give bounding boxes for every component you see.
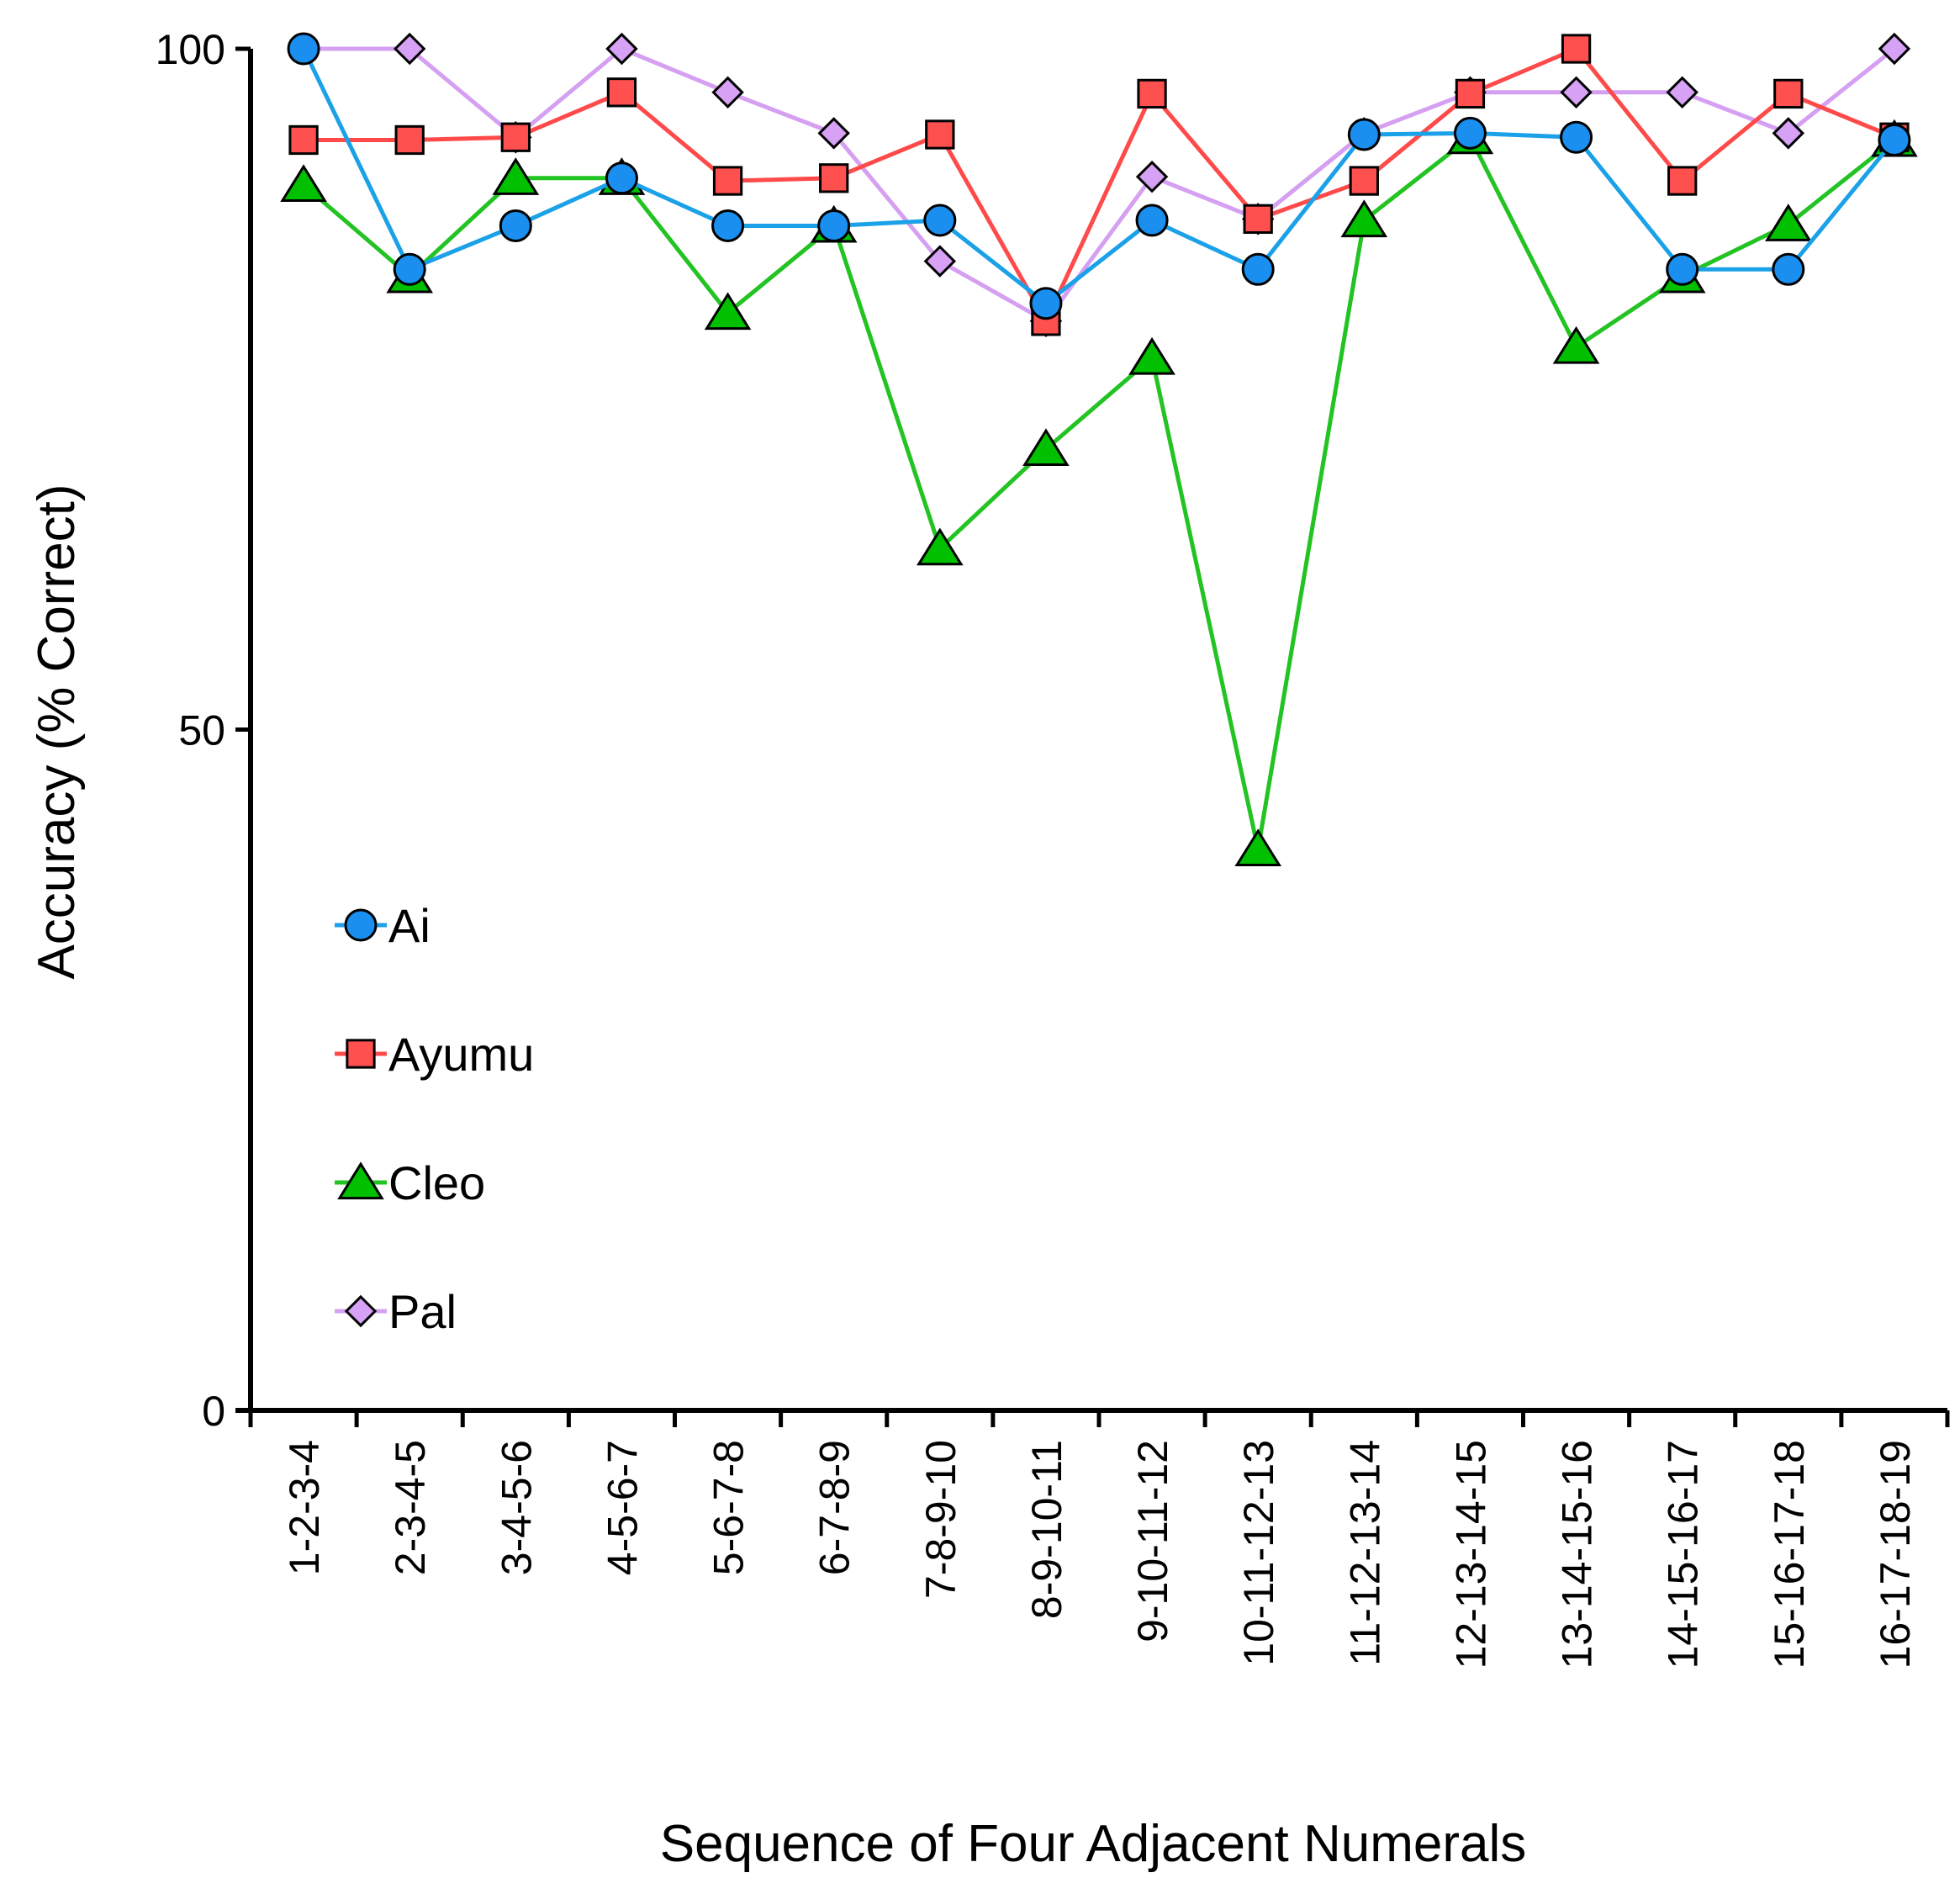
x-axis-title: Sequence of Four Adjacent Numerals <box>660 1815 1526 1873</box>
y-ticks: 0 50 100 <box>156 26 251 1435</box>
data-point-ayumu <box>606 77 637 108</box>
x-tick-label: 16-17-18-19 <box>1872 1440 1919 1669</box>
x-tick-label: 14-15-16-17 <box>1660 1440 1707 1669</box>
legend-label-ayumu: Ayumu <box>388 1028 534 1081</box>
data-point-ayumu <box>1137 78 1167 109</box>
legend-item-cleo: Cleo <box>335 1156 485 1209</box>
x-tick-label: 2-3-4-5 <box>387 1440 434 1575</box>
x-tick-label: 6-7-8-9 <box>811 1440 858 1575</box>
data-point-ai <box>605 161 638 195</box>
legend-item-ayumu: Ayumu <box>335 1028 534 1081</box>
data-point-pal <box>1878 32 1911 66</box>
data-point-ayumu <box>1349 166 1379 196</box>
legend-marker-pal <box>344 1294 378 1328</box>
legend-item-ai: Ai <box>335 899 431 952</box>
data-point-cleo <box>704 292 752 331</box>
legend-marker-ayumu <box>346 1039 376 1069</box>
y-tick-label: 0 <box>202 1388 225 1435</box>
data-point-cleo <box>916 527 964 566</box>
legend-item-pal: Pal <box>335 1285 457 1338</box>
data-point-ayumu <box>1773 78 1804 109</box>
data-point-pal <box>393 32 426 66</box>
data-point-ai <box>499 209 532 242</box>
data-point-pal <box>1135 160 1169 193</box>
legend-label-pal: Pal <box>388 1285 457 1338</box>
data-point-ai <box>1772 252 1805 286</box>
data-point-ayumu <box>1667 166 1698 196</box>
data-point-pal <box>1560 76 1593 109</box>
series-layer <box>280 32 1918 867</box>
data-point-ayumu <box>712 166 743 196</box>
legend-marker-cleo <box>337 1161 384 1200</box>
data-point-ai <box>1560 120 1593 154</box>
data-point-ai <box>1666 252 1699 286</box>
data-point-pal <box>711 76 744 109</box>
x-tick-label: 5-6-7-8 <box>705 1440 753 1575</box>
data-point-pal <box>1772 117 1805 150</box>
data-point-ai <box>393 252 426 286</box>
data-point-ai <box>923 204 957 237</box>
data-point-ayumu <box>1561 34 1592 64</box>
data-point-ai <box>711 209 745 242</box>
data-point-pal <box>817 117 850 150</box>
x-tick-label: 7-8-9-10 <box>917 1440 964 1599</box>
y-tick-label: 100 <box>156 26 225 73</box>
legend-label-ai: Ai <box>388 899 431 952</box>
series-ai <box>287 32 1911 320</box>
x-tick-label: 10-11-12-13 <box>1235 1440 1282 1666</box>
x-ticks: 1-2-3-4 2-3-4-5 3-4-5-6 4-5-6-7 5-6-7-8 6-7-8… <box>248 1410 1950 1669</box>
data-point-ai <box>1453 116 1487 150</box>
data-point-ayumu <box>394 124 425 156</box>
series-line-pal <box>304 46 1896 324</box>
data-point-cleo <box>1128 336 1175 375</box>
x-tick-label: 12-13-14-15 <box>1447 1440 1494 1669</box>
axes: 0 50 100 1-2-3-4 2-3-4-5 3-4-5-6 4-5-6-7 5-6-7… <box>156 26 1950 1669</box>
series-line-ayumu <box>304 46 1895 324</box>
y-tick-label: 50 <box>178 707 225 754</box>
y-axis-title: Accuracy (% Correct) <box>28 484 86 979</box>
data-point-ai <box>1029 287 1063 320</box>
data-point-ayumu <box>1243 204 1273 235</box>
x-tick-label: 9-10-11-12 <box>1129 1440 1176 1643</box>
x-tick-label: 4-5-6-7 <box>599 1440 646 1575</box>
data-point-ai <box>817 209 851 242</box>
data-point-cleo <box>1022 428 1070 467</box>
x-tick-label: 1-2-3-4 <box>281 1440 328 1575</box>
data-point-ai <box>1347 118 1381 151</box>
legend-marker-ai <box>344 908 378 942</box>
data-point-cleo <box>1552 325 1600 364</box>
data-point-cleo <box>1340 199 1388 238</box>
data-point-ai <box>287 32 320 66</box>
x-tick-label: 3-4-5-6 <box>493 1440 540 1575</box>
data-point-ayumu <box>819 163 849 193</box>
data-point-ai <box>1241 252 1275 286</box>
data-point-cleo <box>1234 828 1282 867</box>
data-point-cleo <box>1764 204 1812 241</box>
legend-label-cleo: Cleo <box>388 1156 485 1209</box>
data-point-cleo <box>280 164 327 202</box>
data-point-ayumu <box>500 122 531 152</box>
data-point-pal <box>1666 76 1698 109</box>
data-point-cleo <box>492 157 540 195</box>
data-point-ai <box>1135 204 1169 237</box>
data-point-ayumu <box>288 124 319 156</box>
series-line-cleo <box>302 135 1896 852</box>
data-point-ayumu <box>925 119 955 150</box>
x-tick-label: 15-16-17-18 <box>1766 1440 1813 1669</box>
x-tick-label: 8-9-10-11 <box>1023 1440 1070 1619</box>
x-tick-label: 13-14-15-16 <box>1554 1440 1601 1669</box>
data-point-pal <box>605 32 638 66</box>
x-tick-label: 11-12-13-14 <box>1341 1440 1388 1666</box>
data-point-pal <box>923 245 957 278</box>
data-point-ayumu <box>1455 78 1486 109</box>
legend: Ai Ayumu Cleo Pal <box>335 899 534 1338</box>
series-line-ai <box>301 47 1896 306</box>
data-point-ai <box>1878 123 1911 156</box>
